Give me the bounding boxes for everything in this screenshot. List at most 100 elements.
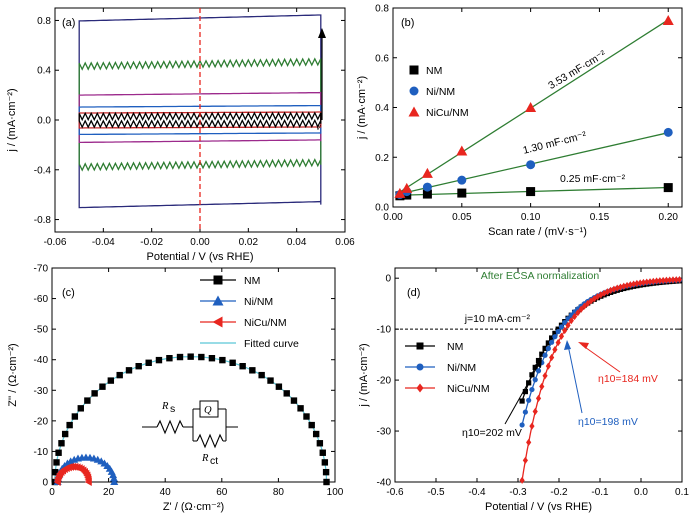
data-point [542,352,548,358]
y-tick-label: 0 [42,478,48,489]
q-label: Q [204,405,212,416]
y-axis-label: j / (mA·cm⁻²) [358,343,370,407]
data-point [66,421,73,429]
data-point [229,359,236,366]
y-tick-label: 0.6 [375,53,389,64]
data-point [549,353,555,362]
data-point [290,397,298,404]
data-point [555,338,561,347]
x-tick-label: 80 [273,487,285,498]
cv-loop [78,91,322,144]
data-point [670,276,676,284]
annotation-arrow [581,344,621,373]
data-point [323,478,330,486]
data-point [545,340,551,346]
panel-b: 0.00 0.05 0.10 0.15 0.20 0.0 0.2 0.4 0.6 0.8 Scan … [356,4,683,238]
fitted-curve [54,356,328,483]
data-point [555,328,561,335]
data-point [55,449,62,456]
data-point [552,346,558,354]
data-point [663,183,673,193]
x-tick-label: 0 [49,487,55,498]
x-tick-label: -0.4 [468,487,486,498]
annotation-arrowhead [564,340,571,350]
polarization-curve [521,279,682,426]
x-tick-label: 0.10 [521,212,541,223]
panel-d: -0.6 -0.5 -0.4 -0.3 -0.2 -0.1 0.0 0.1 0 -10 -20 -30… [358,267,689,513]
y-tick-label: 0.8 [37,16,51,27]
data-point [529,386,535,393]
legend-marker [416,363,424,371]
legend-label: NM [447,341,463,353]
legend-marker [416,342,424,350]
data-point [529,372,535,378]
data-point [552,330,558,336]
x-tick-label: 0.1 [675,487,689,498]
x-tick-label: 0.02 [239,237,259,248]
data-point [58,440,65,447]
y-tick-label: -20 [34,416,49,427]
data-point [422,189,432,199]
data-point [526,187,536,197]
data-point [542,372,548,380]
x-tick-label: -0.3 [509,487,527,498]
y-tick-label: 0.2 [375,153,389,164]
data-point [312,430,320,438]
data-point [308,421,315,429]
data-point [627,281,633,289]
data-point [275,383,283,390]
data-point [621,282,627,290]
data-point [545,345,551,352]
y-tick-label: 0.0 [37,116,51,127]
legend-label: NiCu/NM [244,317,287,329]
data-point [526,160,536,170]
data-point [283,390,290,397]
y-tick-label: -40 [377,478,392,489]
data-point [663,276,670,284]
data-point [316,440,324,447]
cv-loop [78,104,322,136]
data-point [176,353,184,361]
data-point [631,280,637,288]
x-axis-label: Potential / V (vs RHE) [485,501,592,513]
data-point [110,478,119,485]
data-point [594,293,601,301]
x-tick-label: 0.20 [659,212,679,223]
legend-marker [213,275,223,285]
chart-title: After ECSA normalization [481,270,600,282]
data-point [562,319,568,326]
legend-label: NM [244,275,260,287]
data-point [604,288,610,296]
data-point [519,398,525,404]
x-tick-label: 20 [103,487,115,498]
data-point [575,309,581,317]
x-tick-label: 0.00 [190,237,210,248]
data-point [532,364,538,370]
eta-annotation: η10=184 mV [598,373,658,385]
x-tick-label: -0.02 [140,237,163,248]
legend-marker [212,316,223,328]
legend-marker [409,65,419,75]
data-point [549,335,555,341]
data-point [673,276,679,284]
plot-frame [394,267,683,483]
data-point [109,471,118,479]
data-point [322,468,330,476]
data-point [258,371,265,379]
data-point [456,145,468,156]
x-axis-label: Potential / V (vs RHE) [147,251,254,263]
data-point [568,317,574,325]
data-point [529,422,535,430]
x-tick-label: -0.2 [550,487,568,498]
data-point [640,278,647,287]
data-point [522,456,528,464]
fit-line [399,19,669,193]
data-point [535,368,542,374]
data-point [660,276,666,285]
data-point [109,474,118,482]
x-tick-label: -0.6 [386,487,404,498]
data-point [558,324,565,330]
x-tick-label: 60 [216,487,228,498]
data-point [525,102,537,112]
